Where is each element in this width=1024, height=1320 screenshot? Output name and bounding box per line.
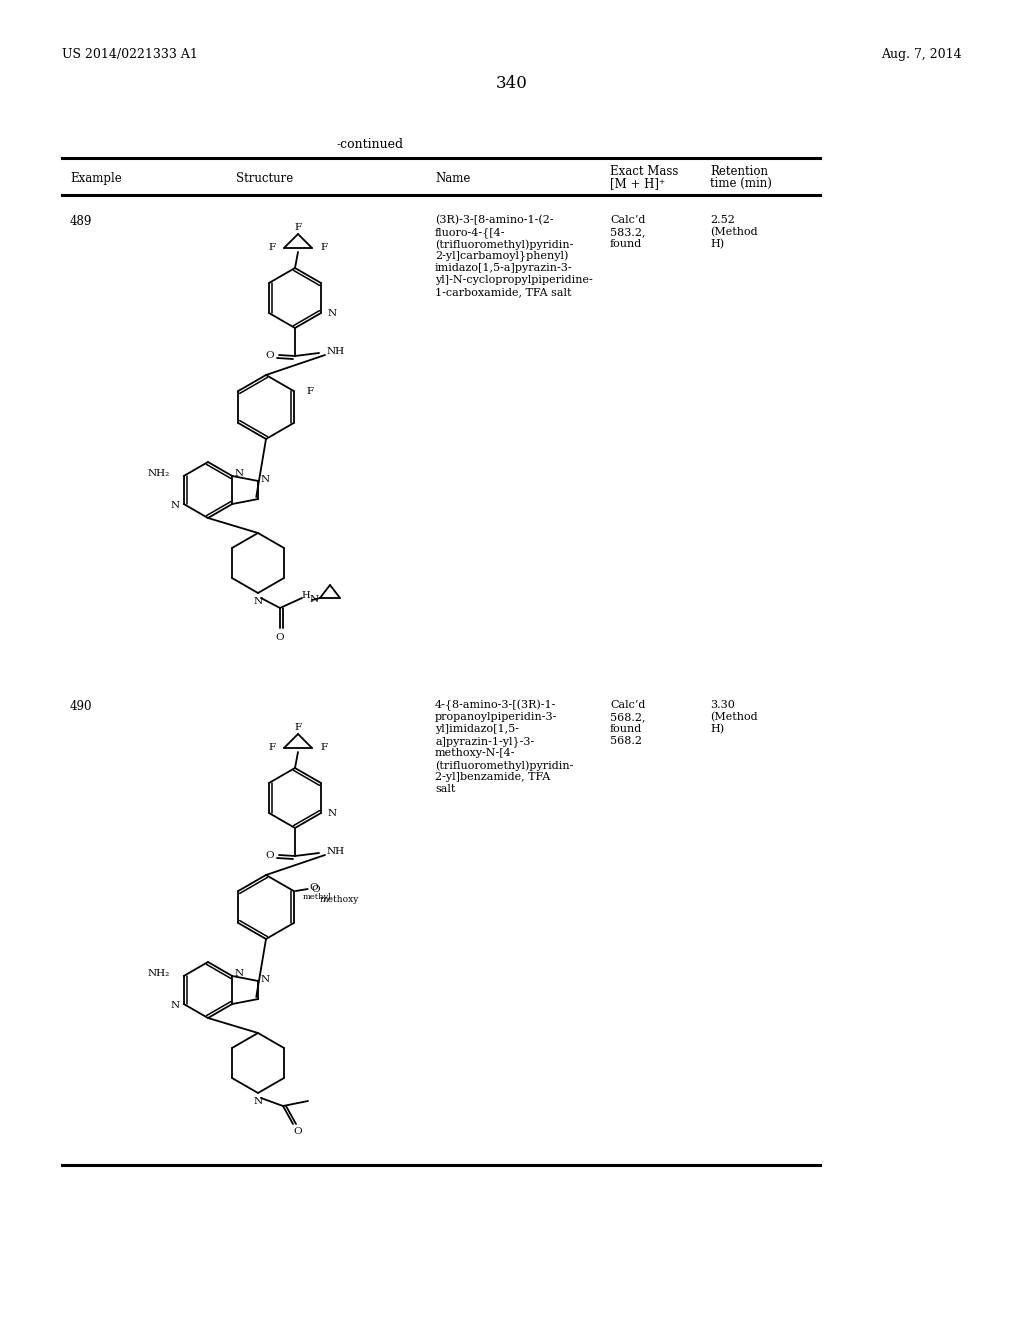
Text: O: O [275, 632, 285, 642]
Text: Calc’d: Calc’d [610, 215, 645, 224]
Text: Aug. 7, 2014: Aug. 7, 2014 [882, 48, 962, 61]
Text: (Method: (Method [710, 227, 758, 238]
Text: [M + H]⁺: [M + H]⁺ [610, 177, 666, 190]
Text: F: F [319, 743, 327, 752]
Text: O: O [294, 1127, 302, 1137]
Text: NH: NH [327, 846, 345, 855]
Text: methoxy-N-[4-: methoxy-N-[4- [435, 748, 515, 758]
Text: Name: Name [435, 172, 470, 185]
Text: N: N [253, 597, 262, 606]
Text: 568.2: 568.2 [610, 737, 642, 746]
Text: 3.30: 3.30 [710, 700, 735, 710]
Text: 583.2,: 583.2, [610, 227, 645, 238]
Text: O: O [311, 884, 321, 894]
Text: Calc’d: Calc’d [610, 700, 645, 710]
Text: yl]imidazo[1,5-: yl]imidazo[1,5- [435, 723, 519, 734]
Text: 2-yl]benzamide, TFA: 2-yl]benzamide, TFA [435, 772, 550, 781]
Text: 1-carboxamide, TFA salt: 1-carboxamide, TFA salt [435, 286, 571, 297]
Text: Example: Example [70, 172, 122, 185]
Text: F: F [295, 723, 301, 733]
Text: (3R)-3-[8-amino-1-(2-: (3R)-3-[8-amino-1-(2- [435, 215, 554, 226]
Text: F: F [307, 387, 313, 396]
Text: O: O [309, 883, 318, 891]
Text: O: O [265, 850, 274, 859]
Text: 489: 489 [70, 215, 92, 228]
Text: Exact Mass: Exact Mass [610, 165, 678, 178]
Text: -continued: -continued [337, 139, 403, 150]
Text: fluoro-4-{[4-: fluoro-4-{[4- [435, 227, 506, 238]
Text: US 2014/0221333 A1: US 2014/0221333 A1 [62, 48, 198, 61]
Text: F: F [319, 243, 327, 252]
Text: 568.2,: 568.2, [610, 711, 645, 722]
Text: 4-{8-amino-3-[(3R)-1-: 4-{8-amino-3-[(3R)-1- [435, 700, 556, 711]
Text: N: N [171, 502, 180, 511]
Text: time (min): time (min) [710, 177, 772, 190]
Text: F: F [269, 243, 276, 252]
Text: F: F [269, 743, 276, 752]
Text: 2.52: 2.52 [710, 215, 735, 224]
Text: 340: 340 [496, 75, 528, 92]
Text: N: N [328, 808, 337, 817]
Text: F: F [295, 223, 301, 232]
Text: found: found [610, 239, 642, 249]
Text: H): H) [710, 723, 724, 734]
Text: NH: NH [327, 346, 345, 355]
Text: N: N [328, 309, 337, 318]
Text: (trifluoromethyl)pyridin-: (trifluoromethyl)pyridin- [435, 239, 573, 249]
Text: salt: salt [435, 784, 456, 795]
Text: N: N [234, 969, 244, 978]
Text: Retention: Retention [710, 165, 768, 178]
Text: found: found [610, 723, 642, 734]
Text: (Method: (Method [710, 711, 758, 722]
Text: NH₂: NH₂ [147, 969, 170, 978]
Text: N: N [260, 974, 269, 983]
Text: 2-yl]carbamoyl}phenyl): 2-yl]carbamoyl}phenyl) [435, 251, 568, 263]
Text: H): H) [710, 239, 724, 249]
Text: N: N [253, 1097, 262, 1106]
Text: methoxy: methoxy [319, 895, 359, 903]
Text: methyl: methyl [303, 894, 332, 902]
Text: (trifluoromethyl)pyridin-: (trifluoromethyl)pyridin- [435, 760, 573, 771]
Text: N: N [234, 469, 244, 478]
Text: NH₂: NH₂ [147, 470, 170, 479]
Text: propanoylpiperidin-3-: propanoylpiperidin-3- [435, 711, 557, 722]
Text: O: O [265, 351, 274, 359]
Text: 490: 490 [70, 700, 92, 713]
Text: yl]-N-cyclopropylpiperidine-: yl]-N-cyclopropylpiperidine- [435, 275, 593, 285]
Text: H: H [302, 591, 310, 601]
Text: N: N [260, 474, 269, 483]
Text: N: N [171, 1002, 180, 1011]
Text: imidazo[1,5-a]pyrazin-3-: imidazo[1,5-a]pyrazin-3- [435, 263, 572, 273]
Text: a]pyrazin-1-yl}-3-: a]pyrazin-1-yl}-3- [435, 737, 535, 747]
Text: Structure: Structure [237, 172, 294, 185]
Text: N: N [310, 594, 319, 603]
